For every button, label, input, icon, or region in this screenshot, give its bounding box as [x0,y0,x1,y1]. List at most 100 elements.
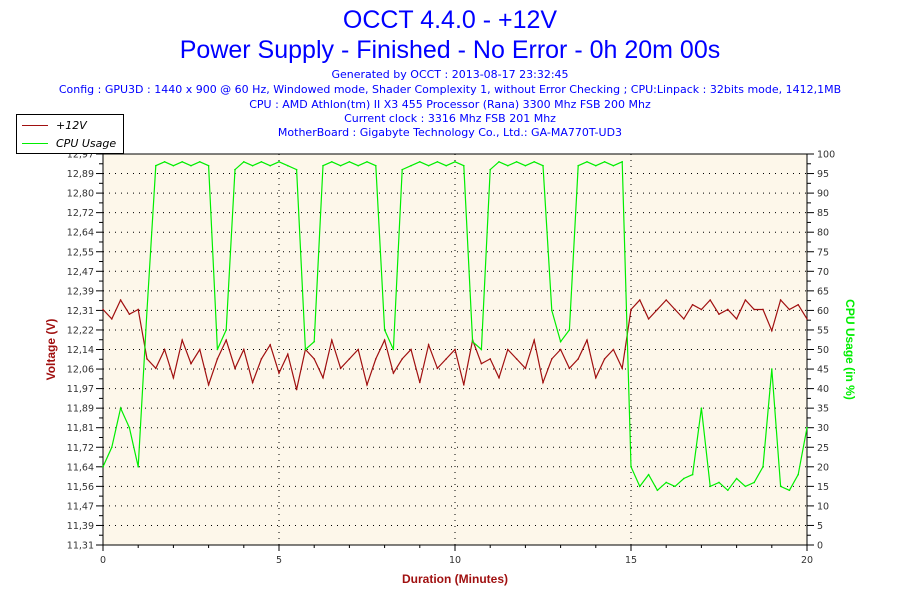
series-voltage-point [524,367,527,370]
series-cpu-point [401,168,404,171]
series-voltage-point [199,348,201,351]
series-voltage-point [410,348,412,351]
y2-tick-label: 50 [817,345,829,356]
series-cpu-point [322,164,324,167]
series-cpu-point [172,164,175,167]
series-cpu-point [111,446,113,449]
series-voltage-point [445,358,448,360]
series-cpu-point [155,164,157,167]
series-cpu-point [630,466,632,468]
series-voltage-point [111,318,113,320]
series-voltage-point [119,299,122,301]
series-cpu-point [683,477,685,480]
series-cpu-point [603,161,606,163]
series-cpu-point [621,161,623,163]
series-voltage-point [753,308,755,311]
series-voltage-point [568,367,571,370]
y-tick-label: 12,47 [67,267,94,278]
series-voltage-point [207,384,210,386]
y-tick-label: 11,81 [67,423,94,434]
series-voltage-point [595,376,597,379]
y-tick-label: 12,55 [67,247,94,258]
series-cpu-point [586,161,588,163]
series-cpu-point [551,309,553,312]
series-cpu-point [375,164,377,167]
series-voltage-point [533,339,535,341]
series-cpu-point [524,164,527,167]
series-voltage-point [190,362,192,365]
series-cpu-point [498,161,500,163]
series-cpu-point [128,426,131,429]
series-cpu-point [788,489,791,492]
series-cpu-point [313,340,316,343]
series-cpu-point [304,348,307,351]
series-voltage-point [234,367,236,370]
series-cpu-point [771,368,773,370]
series-cpu-point [559,340,562,343]
series-voltage-point [718,313,720,315]
series-cpu-point [709,485,711,488]
generated-info: Generated by OCCT : 2013-08-17 23:32:45 [331,68,569,81]
series-voltage-point [683,318,685,320]
motherboard-info: MotherBoard : Gigabyte Technology Co., L… [277,126,623,139]
series-cpu-point [243,161,245,163]
series-voltage-point [586,339,588,341]
y-tick-label: 12,39 [67,286,94,297]
series-cpu-point [190,164,192,167]
y-axis-label: Voltage (V) [44,319,58,381]
series-cpu-point [339,164,342,167]
series-voltage-point [806,318,808,320]
series-cpu-point [744,485,747,488]
series-cpu-point [436,161,439,163]
series-voltage-point [797,303,799,306]
series-cpu-point [278,161,280,163]
series-cpu-point [533,161,535,163]
y2-tick-label: 25 [817,443,829,454]
series-cpu-point [647,473,650,476]
y2-tick-label: 65 [817,286,829,297]
y-tick-label: 12,72 [67,208,94,219]
series-cpu-point [463,164,465,167]
series-voltage-point [322,376,324,379]
y-tick-label: 12,64 [67,228,94,239]
x-tick-label: 0 [100,555,106,566]
series-voltage-point [331,339,333,341]
x-tick-label: 20 [801,555,813,566]
series-cpu-point [331,161,333,163]
y2-tick-label: 70 [817,267,829,278]
series-cpu-point [806,426,808,429]
series-cpu-point [674,485,676,488]
y-tick-label: 11,39 [67,521,94,532]
chart-title: OCCT 4.4.0 - +12V [342,6,558,34]
series-cpu-point [102,466,104,468]
series-voltage-point [700,308,703,311]
series-cpu-point [718,481,720,484]
y2-tick-label: 85 [817,208,829,219]
series-cpu-point [207,164,210,167]
series-cpu-point [199,161,201,163]
series-voltage-point [735,318,738,320]
series-voltage-point [137,308,139,311]
series-voltage-point [463,384,465,386]
series-voltage-point [155,367,157,370]
y2-tick-label: 55 [817,325,829,336]
x-tick-label: 10 [449,555,461,566]
y-tick-label: 11,47 [67,501,94,512]
series-voltage-point [348,358,351,360]
series-voltage-point [357,348,360,351]
series-cpu-point [507,164,509,167]
y2-tick-label: 80 [817,228,829,239]
y-tick-label: 12,06 [67,365,94,376]
series-cpu-point [295,168,298,171]
series-voltage-point [480,362,483,365]
series-voltage-point [251,381,254,384]
y2-tick-label: 45 [817,365,829,376]
series-voltage-point [269,343,272,346]
series-voltage-point [375,358,377,360]
series-voltage-point [392,372,395,374]
y2-tick-label: 10 [817,501,829,512]
series-voltage-point [612,348,615,351]
cpu-info: CPU : AMD Athlon(tm) II X3 455 Processor… [249,98,651,111]
series-cpu-point [234,168,236,171]
